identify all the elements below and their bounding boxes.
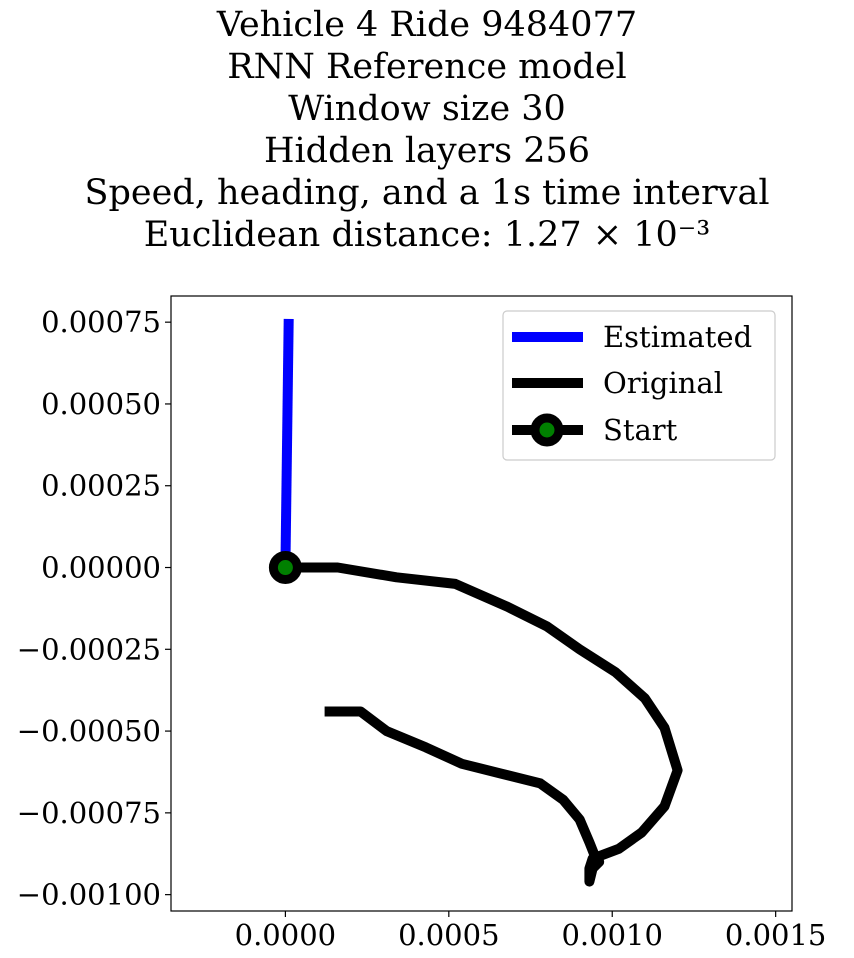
- title-line: Hidden layers 256: [263, 131, 591, 171]
- y-tick-label: −0.00100: [17, 878, 161, 912]
- lines-layer: [280, 318, 683, 887]
- legend-swatch-start-marker: [530, 413, 564, 447]
- legend-label-estimated: Estimated: [603, 320, 752, 354]
- y-tick-label: 0.00075: [41, 305, 161, 339]
- x-tick-label: 0.0005: [398, 918, 499, 952]
- title-line: Vehicle 4 Ride 9484077: [216, 5, 638, 45]
- title-line: Window size 30: [288, 89, 566, 129]
- y-tick-label: 0.00050: [41, 387, 161, 421]
- x-tick-label: 0.0000: [235, 918, 336, 952]
- markers-layer: [268, 551, 302, 585]
- series-line-estimated: [280, 318, 294, 568]
- series-line-original: [285, 562, 683, 887]
- y-tick-label: −0.00050: [17, 714, 161, 748]
- y-tick-label: 0.00000: [41, 551, 161, 585]
- y-tick-label: −0.00075: [17, 796, 161, 830]
- x-axis: 0.0000 0.0005 0.0010 0.0015: [235, 911, 826, 952]
- x-tick-label: 0.0015: [725, 918, 826, 952]
- legend-label-original: Original: [603, 366, 723, 400]
- start-marker: [268, 551, 302, 585]
- y-tick-label: 0.00025: [41, 469, 161, 503]
- legend-label-start: Start: [603, 413, 678, 447]
- legend: Estimated Original Start: [502, 310, 776, 461]
- x-tick-label: 0.0010: [561, 918, 662, 952]
- y-axis: 0.00075 0.00050 0.00025 0.00000 −0.00025 −0.0…: [17, 305, 171, 912]
- title-line: Speed, heading, and a 1s time interval: [84, 173, 770, 213]
- legend-box: [502, 310, 776, 461]
- title-line: RNN Reference model: [227, 47, 627, 87]
- plot-frame: [170, 295, 793, 912]
- y-tick-label: −0.00025: [17, 632, 161, 666]
- chart-title: Vehicle 4 Ride 9484077 RNN Reference mode…: [0, 4, 854, 256]
- title-line: Euclidean distance: 1.27 × 10⁻³: [143, 215, 711, 255]
